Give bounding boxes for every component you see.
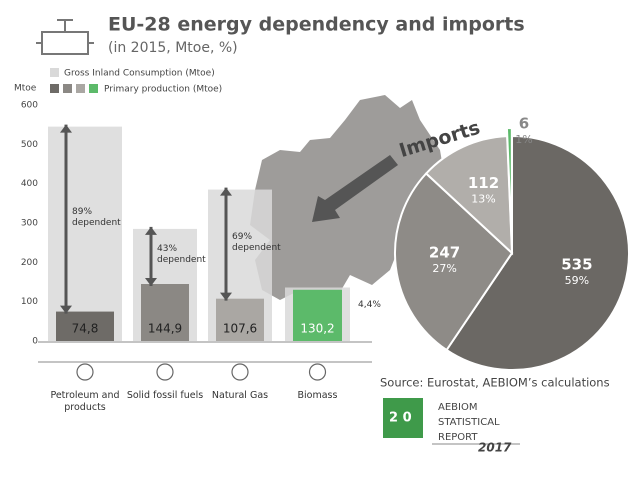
pie-slice [445,134,630,371]
logo-year: 2017 [478,441,512,455]
value-label: 144,9 [148,322,182,336]
pie-slice [394,172,514,352]
logo-box [383,398,423,438]
source: Source: Eurostat, AEBIOM’s calculations [380,376,610,390]
logo-text: AEBIOM [438,402,477,413]
y-axis-label: Mtoe [14,84,37,94]
legend-swatch [63,84,72,93]
logo-text: REPORT [438,432,478,443]
pie-value: 247 [429,243,460,261]
logo-mark: 2 0 [389,411,412,426]
legend-swatch [89,84,98,93]
bar [141,284,189,341]
category-label: Biomass [297,390,338,401]
pie-slice [424,135,514,256]
y-tick-label: 400 [21,179,38,189]
pie-share: 1% [515,133,532,146]
pie-value: 535 [561,255,592,273]
bar [216,298,264,341]
bar [48,126,122,341]
legend-label: Gross Inland Consumption (Mtoe) [64,69,215,79]
y-tick-label: 100 [21,297,38,307]
title: EU-28 energy dependency and imports [108,14,525,36]
imports-arrow [312,155,398,222]
category-icon [156,363,174,381]
pie-value: 6 [519,115,529,133]
pie-share: 13% [471,192,495,205]
logo-text: STATISTICAL [438,417,500,428]
header-icon [36,19,94,55]
subtitle: (in 2015, Mtoe, %) [108,40,238,56]
legend-label: Primary production (Mtoe) [104,85,222,95]
bar [56,311,114,341]
y-tick-label: 0 [32,337,38,347]
category-label: Natural Gas [211,390,269,401]
value-label: 130,2 [300,322,334,336]
pie-value: 112 [468,174,499,192]
category-icon [308,363,327,381]
value-label: 107,6 [223,322,257,336]
dependency-label: 69% dependent [232,232,281,254]
category-label: Solid fossil fuels [126,390,204,401]
legend-swatch [76,84,85,93]
y-tick-label: 300 [21,219,38,229]
pie-share: 27% [432,262,456,275]
bar [293,289,342,341]
legend-swatch [50,68,59,77]
legend-swatch [50,84,59,93]
dependency-label: 43% dependent [157,244,206,266]
y-tick-label: 500 [21,140,38,150]
category-icon [231,363,249,381]
y-tick-label: 200 [21,258,38,268]
category-label: Petroleum and products [50,390,120,413]
y-tick-label: 600 [21,101,38,111]
category-icon [76,363,94,381]
pie-slice [505,127,513,246]
dependency-label: 89% dependent [72,207,121,229]
dependency-label: 4,4% [358,299,381,310]
value-label: 74,8 [72,322,99,336]
pie-share: 59% [565,274,589,287]
